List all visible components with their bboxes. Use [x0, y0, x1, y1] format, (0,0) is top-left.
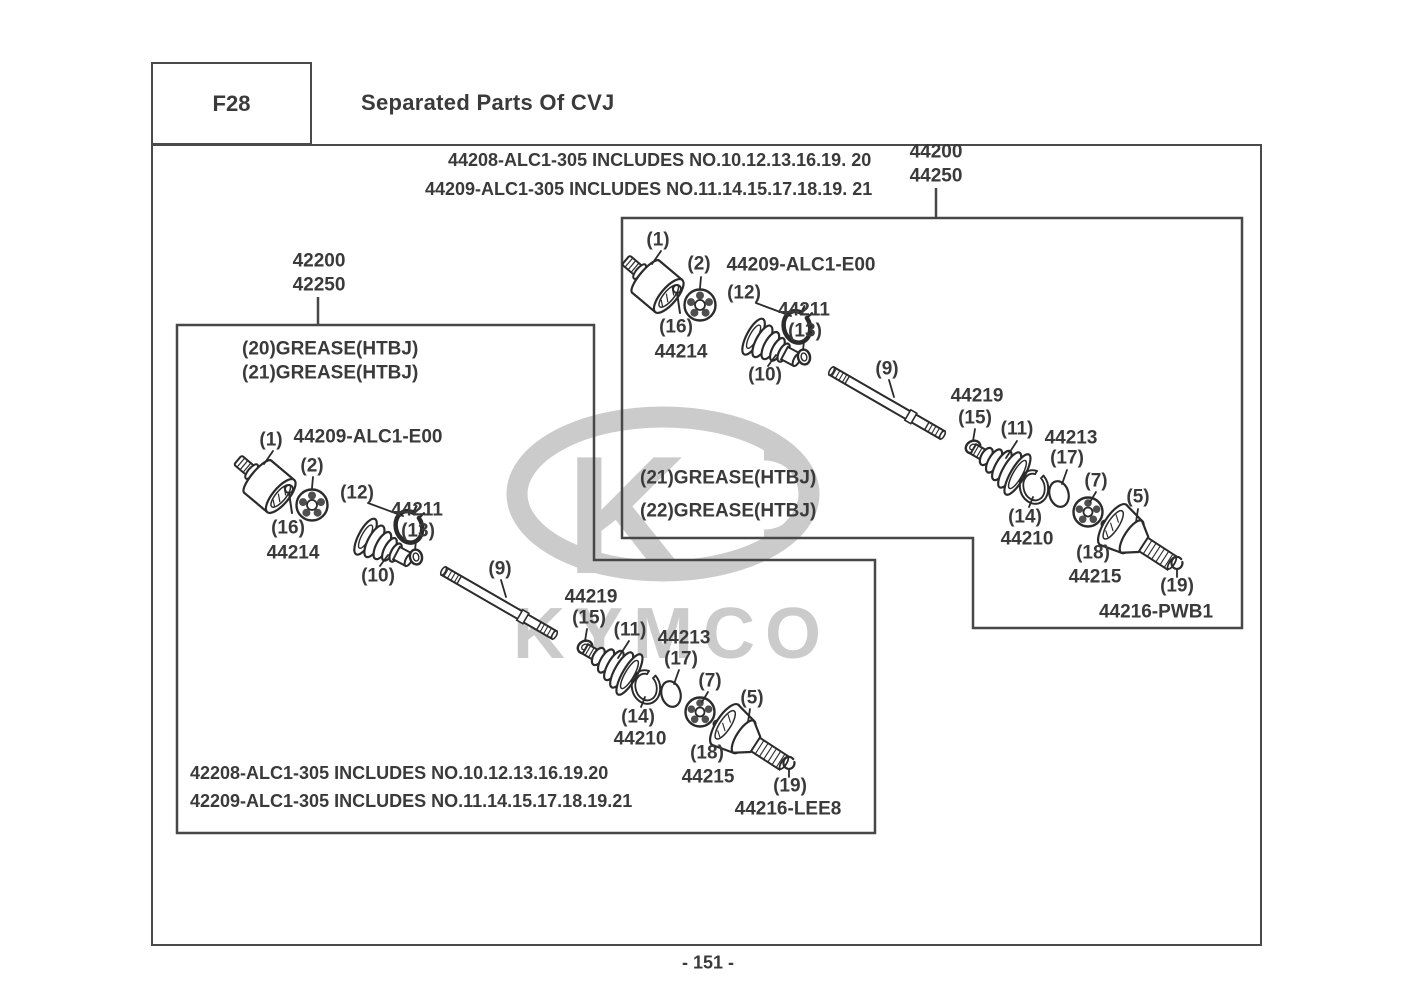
right-assembly-no-2: 44250	[909, 165, 963, 187]
left-part-44216: 44216-LEE8	[734, 798, 842, 820]
right-callout-11: (11)	[1000, 418, 1034, 440]
top-include-note-1: 44208-ALC1-305 INCLUDES NO.10.12.13.16.1…	[448, 150, 872, 170]
right-callout-9: (9)	[875, 358, 899, 380]
left-part-44214: 44214	[266, 542, 320, 564]
set-pin-part	[284, 484, 294, 514]
page-number: - 151 -	[681, 952, 735, 973]
left-part-44219: 44219	[564, 586, 618, 608]
snap-ring-part	[660, 680, 682, 708]
axle-shaft-part	[439, 565, 559, 641]
panel-outlines	[175, 188, 1244, 835]
right-part-44210: 44210	[1000, 528, 1054, 550]
right-part-44216: 44216-PWB1	[1098, 601, 1214, 623]
watermark-brand-text: KYMCO	[513, 594, 831, 674]
left-callout-18: (18)	[690, 742, 724, 764]
left-callout-16: (16)	[271, 517, 305, 539]
right-part-44215: 44215	[1068, 566, 1122, 588]
axle-assembly-drawing	[233, 450, 796, 778]
main-frame	[151, 144, 1262, 946]
left-assembly-no-1: 42200	[292, 250, 346, 272]
right-callout-2: (2)	[687, 253, 711, 275]
left-callout-7: (7)	[698, 670, 722, 692]
section-code: F28	[212, 90, 251, 116]
right-callout-1: (1)	[646, 229, 670, 251]
right-callout-19: (19)	[1160, 575, 1194, 597]
right-part-ref: 44209-ALC1-E00	[726, 254, 876, 276]
top-include-note-2: 44209-ALC1-305 INCLUDES NO.11.14.15.17.1…	[425, 179, 873, 199]
right-callout-10: (10)	[748, 364, 782, 386]
right-callout-5: (5)	[1126, 486, 1150, 508]
right-callout-15: (15)	[958, 407, 992, 429]
left-part-44213: 44213	[657, 627, 711, 649]
boot-band-large-part	[393, 505, 426, 545]
left-panel-outline	[175, 323, 877, 835]
right-callout-14: (14)	[1008, 506, 1042, 528]
right-callout-7: (7)	[1084, 470, 1108, 492]
right-part-44213: 44213	[1044, 427, 1098, 449]
spider-part-inner	[295, 488, 329, 522]
left-grease-note-2: (21)GREASE(HTBJ)	[242, 362, 419, 384]
spider-part-outer	[684, 696, 716, 728]
left-part-44210: 44210	[613, 728, 667, 750]
right-callout-18: (18)	[1076, 542, 1110, 564]
left-callout-2: (2)	[300, 455, 324, 477]
left-callout-13: (13)	[401, 520, 435, 542]
left-part-44211: 44211	[391, 499, 443, 521]
left-include-note-1: 42208-ALC1-305 INCLUDES NO.10.12.13.16.1…	[190, 763, 609, 783]
right-panel-outline	[620, 216, 1244, 630]
right-callout-17: (17)	[1050, 447, 1084, 469]
outer-joint-part	[709, 703, 790, 772]
right-part-44211: 44211	[778, 299, 830, 321]
left-callout-14: (14)	[621, 706, 655, 728]
left-callout-9: (9)	[488, 558, 512, 580]
left-part-44215: 44215	[681, 766, 735, 788]
left-callout-10: (10)	[361, 565, 395, 587]
left-include-note-2: 42209-ALC1-305 INCLUDES NO.11.14.15.17.1…	[190, 791, 633, 811]
left-assembly-no-2: 42250	[292, 274, 346, 296]
right-part-44219: 44219	[950, 385, 1004, 407]
section-code-box: F28	[151, 62, 312, 145]
right-callout-16: (16)	[659, 316, 693, 338]
inner-joint-part	[233, 455, 297, 514]
right-callout-12: (12)	[727, 282, 761, 304]
boot-band-ring-part	[630, 669, 662, 705]
left-callout-12: (12)	[340, 482, 374, 504]
kymco-watermark: K KYMCO	[506, 406, 831, 674]
outer-boot-part	[581, 642, 644, 696]
left-callout-1: (1)	[259, 429, 283, 451]
right-grease-note-1: (21)GREASE(HTBJ)	[640, 467, 817, 489]
left-part-ref: 44209-ALC1-E00	[293, 426, 443, 448]
left-callout-15: (15)	[572, 607, 606, 629]
page-title: Separated Parts Of CVJ	[361, 90, 615, 115]
right-grease-note-2: (22)GREASE(HTBJ)	[640, 500, 817, 522]
left-callout-5: (5)	[740, 687, 764, 709]
left-grease-note-1: (20)GREASE(HTBJ)	[242, 338, 419, 360]
right-part-44214: 44214	[654, 341, 708, 363]
left-callout-17: (17)	[664, 648, 698, 670]
left-callout-11: (11)	[613, 619, 647, 641]
right-callout-13: (13)	[788, 320, 822, 342]
leader-lines	[263, 450, 790, 778]
right-assembly-no-1: 44200	[909, 141, 963, 163]
circlip-part	[782, 755, 796, 771]
left-callout-19: (19)	[773, 775, 807, 797]
watermark-swoosh	[763, 445, 816, 545]
watermark-monogram-k: K	[566, 421, 687, 609]
